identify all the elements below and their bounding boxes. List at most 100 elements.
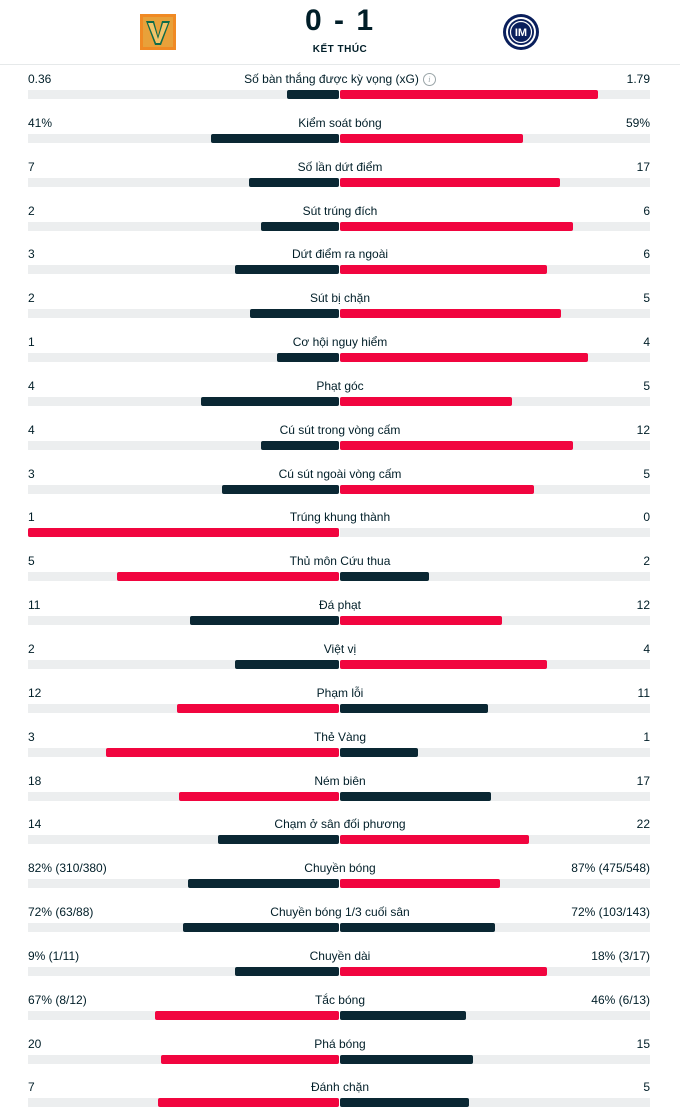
away-track	[340, 616, 650, 626]
home-bar	[117, 572, 339, 582]
stat-label-text: Chuyền bóng 1/3 cuối sân	[270, 905, 410, 920]
away-track	[340, 528, 650, 538]
stat-label: Số bàn thắng được kỳ vọng (xG) i	[0, 72, 680, 86]
stat-label-text: Đánh chặn	[310, 1080, 370, 1095]
home-value: 3	[28, 729, 35, 744]
stat-label-text: Phá bóng	[314, 1036, 366, 1051]
home-bar	[250, 309, 339, 319]
away-track	[340, 923, 650, 933]
away-value: 17	[636, 773, 650, 788]
away-value: 5	[643, 466, 650, 481]
stat-label: Phạt góc	[0, 379, 680, 393]
away-track	[340, 484, 650, 494]
stat-label: Cơ hội nguy hiểm	[0, 335, 680, 349]
away-bar	[340, 484, 534, 494]
away-value: 12	[636, 422, 650, 437]
away-bar	[340, 90, 598, 99]
home-value: 41%	[28, 115, 53, 130]
home-track	[28, 309, 339, 319]
away-value: 5	[643, 378, 650, 393]
stat-row: 11 Đá phạt 12	[0, 592, 680, 636]
away-track	[340, 747, 650, 757]
away-track	[340, 221, 650, 231]
stat-row: 4 Cú sút trong vòng cấm 12	[0, 417, 680, 461]
home-bar	[158, 1098, 339, 1108]
home-value: 14	[28, 817, 42, 832]
stat-row: 67% (8/12) Tắc bóng 46% (6/13)	[0, 987, 680, 1031]
home-bar	[177, 703, 339, 713]
away-bar	[340, 265, 547, 275]
away-track	[340, 440, 650, 450]
stat-label-text: Trúng khung thành	[289, 510, 391, 525]
stat-label-text: Cú sút ngoài vòng cấm	[278, 466, 402, 481]
away-bar	[340, 133, 523, 143]
home-value: 2	[28, 291, 35, 306]
stat-label: Kiểm soát bóng	[0, 116, 680, 130]
away-bar	[340, 923, 495, 933]
home-value: 3	[28, 247, 35, 262]
home-value: 9% (1/11)	[28, 948, 80, 963]
away-bar	[340, 177, 560, 187]
away-value: 72% (103/143)	[571, 905, 650, 920]
away-value: 5	[643, 1080, 650, 1095]
stat-label: Tắc bóng	[0, 993, 680, 1007]
home-track	[28, 90, 339, 99]
inter-crest-icon[interactable]: IM	[501, 12, 541, 52]
stat-label: Phạm lỗi	[0, 686, 680, 700]
home-track	[28, 177, 339, 187]
home-track	[28, 616, 339, 626]
away-value: 4	[643, 335, 650, 350]
stat-label: Thủ môn Cứu thua	[0, 554, 680, 568]
home-bar	[211, 133, 339, 143]
away-track	[340, 396, 650, 406]
stat-label-text: Việt vị	[323, 641, 357, 656]
away-track	[340, 703, 650, 713]
away-track	[340, 659, 650, 669]
stat-row: 9% (1/11) Chuyền dài 18% (3/17)	[0, 943, 680, 987]
stat-label-text: Kiểm soát bóng	[298, 115, 382, 130]
away-value: 6	[643, 203, 650, 218]
home-value: 5	[28, 554, 35, 569]
away-value: 11	[637, 685, 650, 700]
away-value: 2	[643, 554, 650, 569]
info-icon[interactable]: i	[422, 73, 436, 86]
away-bar	[340, 572, 429, 582]
away-bar	[340, 353, 588, 363]
away-bar	[340, 966, 547, 976]
home-value: 2	[28, 641, 35, 656]
stat-row: 7 Đánh chặn 5	[0, 1074, 680, 1118]
stat-label: Số lần dứt điểm	[0, 160, 680, 174]
home-track	[28, 572, 339, 582]
away-track	[340, 353, 650, 363]
home-track	[28, 440, 339, 450]
stat-label-text: Cơ hội nguy hiểm	[292, 335, 388, 350]
home-bar	[222, 484, 339, 494]
home-value: 72% (63/88)	[28, 905, 94, 920]
away-bar	[340, 659, 547, 669]
away-bar	[340, 703, 488, 713]
stat-label-text: Chạm ở sân đối phương	[274, 817, 406, 832]
stat-row: 4 Phạt góc 5	[0, 373, 680, 417]
away-value: 5	[643, 291, 650, 306]
stat-label-text: Dứt điểm ra ngoài	[291, 247, 389, 262]
home-track	[28, 353, 339, 363]
away-bar	[340, 1098, 469, 1108]
home-track	[28, 703, 339, 713]
home-value: 82% (310/380)	[28, 861, 107, 876]
away-track	[340, 1098, 650, 1108]
stat-label-text: Ném biên	[314, 773, 366, 788]
away-value: 15	[636, 1036, 650, 1051]
away-bar	[340, 309, 561, 319]
stat-label-text: Sút bị chặn	[309, 291, 371, 306]
venezia-crest-icon[interactable]	[138, 12, 178, 52]
away-value: 17	[636, 159, 650, 174]
away-track	[340, 791, 650, 801]
stat-row: 2 Sút bị chặn 5	[0, 285, 680, 329]
home-value: 18	[28, 773, 42, 788]
away-track	[340, 177, 650, 187]
stat-row: 7 Số lần dứt điểm 17	[0, 154, 680, 198]
home-track	[28, 221, 339, 231]
home-bar	[277, 353, 339, 363]
home-track	[28, 265, 339, 275]
home-bar	[218, 835, 339, 845]
